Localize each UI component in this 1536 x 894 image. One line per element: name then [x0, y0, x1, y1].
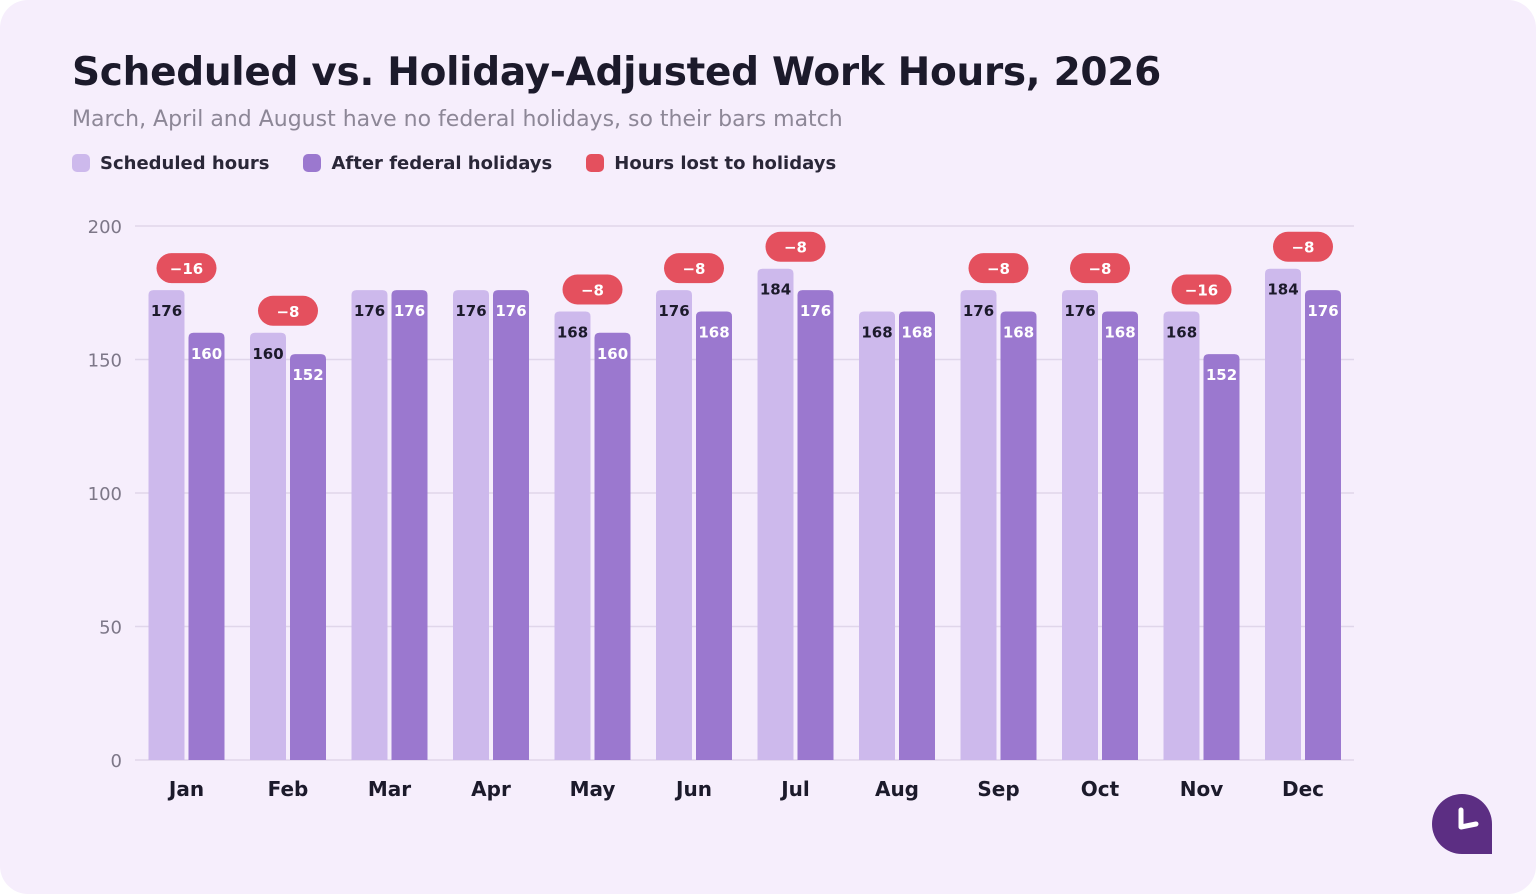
legend-swatch-adjusted [303, 154, 322, 172]
bar-scheduled [859, 311, 895, 760]
data-label-scheduled: 176 [151, 302, 182, 320]
clock-logo-icon [1432, 794, 1492, 854]
y-tick-label: 100 [88, 484, 122, 505]
legend-label-lost: Hours lost to holidays [614, 152, 837, 174]
legend-swatch-lost [586, 154, 605, 172]
lost-hours-badge [1070, 253, 1130, 284]
lost-hours-badge [258, 295, 318, 326]
bar-adjusted [899, 311, 935, 760]
legend-item-adjusted: After federal holidays [303, 153, 552, 174]
bar-scheduled [250, 332, 286, 760]
bar-adjusted [1102, 311, 1138, 760]
lost-hours-label: −16 [1185, 281, 1218, 299]
data-label-scheduled: 176 [455, 302, 486, 320]
legend-item-lost: Hours lost to holidays [586, 153, 836, 174]
bar-adjusted [290, 354, 326, 760]
data-label-adjusted: 168 [901, 323, 932, 341]
bar-adjusted [1203, 354, 1240, 760]
lost-hours-badge [1273, 231, 1333, 262]
bar-scheduled [453, 290, 489, 760]
x-tick-label: Apr [471, 777, 511, 801]
data-label-scheduled: 184 [760, 281, 791, 299]
lost-hours-label: −8 [581, 281, 604, 299]
lost-hours-label: −8 [1291, 239, 1314, 257]
data-label-scheduled: 176 [354, 302, 385, 320]
bar-adjusted [391, 290, 428, 760]
x-tick-label: Aug [875, 777, 919, 801]
data-label-adjusted: 176 [394, 302, 425, 320]
lost-hours-label: −16 [170, 260, 203, 278]
x-tick-label: Jun [674, 777, 712, 801]
lost-hours-label: −8 [987, 260, 1010, 278]
bar-scheduled [1163, 311, 1200, 760]
bar-adjusted [188, 332, 225, 760]
bar-scheduled [960, 290, 997, 760]
y-tick-label: 150 [88, 351, 122, 372]
bar-scheduled [757, 268, 794, 760]
data-label-scheduled: 168 [1166, 323, 1197, 341]
lost-hours-badge [1171, 274, 1232, 305]
bar-scheduled [148, 290, 185, 760]
data-label-scheduled: 176 [1064, 302, 1095, 320]
bar-scheduled [1265, 268, 1301, 760]
legend-label-adjusted: After federal holidays [331, 152, 553, 174]
data-label-adjusted: 160 [597, 345, 628, 363]
data-label-scheduled: 184 [1267, 281, 1298, 299]
data-label-adjusted: 152 [292, 366, 323, 384]
legend-swatch-scheduled [72, 154, 90, 172]
legend-item-scheduled: Scheduled hours [72, 153, 269, 174]
data-label-scheduled: 168 [557, 323, 588, 341]
chart-title: Scheduled vs. Holiday-Adjusted Work Hour… [72, 50, 1161, 95]
lost-hours-label: −8 [276, 303, 299, 321]
lost-hours-badge [765, 231, 826, 262]
data-label-scheduled: 168 [861, 323, 892, 341]
data-label-adjusted: 168 [698, 323, 729, 341]
bar-adjusted [1305, 290, 1341, 760]
lost-hours-label: −8 [682, 260, 705, 278]
y-tick-label: 50 [99, 618, 122, 639]
y-tick-label: 200 [88, 217, 122, 238]
x-tick-label: Sep [977, 777, 1019, 801]
data-label-scheduled: 176 [963, 302, 994, 320]
x-tick-label: Dec [1282, 777, 1324, 801]
bar-adjusted [696, 311, 732, 760]
lost-hours-badge [968, 253, 1029, 284]
data-label-adjusted: 176 [495, 302, 526, 320]
bar-scheduled [554, 311, 591, 760]
lost-hours-badge [562, 274, 623, 305]
bar-adjusted [1000, 311, 1037, 760]
y-tick-label: 0 [111, 751, 122, 772]
x-tick-label: Nov [1180, 777, 1224, 801]
data-label-adjusted: 176 [1307, 302, 1338, 320]
bar-adjusted [493, 290, 529, 760]
lost-hours-label: −8 [1088, 260, 1111, 278]
lost-hours-label: −8 [784, 239, 807, 257]
bar-scheduled [656, 290, 692, 760]
data-label-adjusted: 152 [1206, 366, 1237, 384]
x-tick-label: May [570, 777, 616, 801]
lost-hours-badge [156, 253, 217, 284]
data-label-adjusted: 168 [1003, 323, 1034, 341]
x-tick-label: Feb [268, 777, 309, 801]
x-tick-label: Mar [368, 777, 411, 801]
data-label-scheduled: 160 [252, 345, 283, 363]
lost-hours-badge [664, 253, 724, 284]
bar-scheduled [351, 290, 388, 760]
data-label-scheduled: 176 [658, 302, 689, 320]
x-tick-label: Jan [167, 777, 204, 801]
bar-adjusted [594, 332, 631, 760]
legend-label-scheduled: Scheduled hours [100, 152, 270, 174]
chart-legend: Scheduled hours After federal holidays H… [72, 150, 870, 176]
chart-subtitle: March, April and August have no federal … [72, 107, 843, 132]
bar-adjusted [797, 290, 834, 760]
data-label-adjusted: 160 [191, 345, 222, 363]
bar-scheduled [1062, 290, 1098, 760]
data-label-adjusted: 168 [1104, 323, 1135, 341]
x-tick-label: Oct [1081, 777, 1120, 801]
data-label-adjusted: 176 [800, 302, 831, 320]
x-tick-label: Jul [779, 777, 810, 801]
